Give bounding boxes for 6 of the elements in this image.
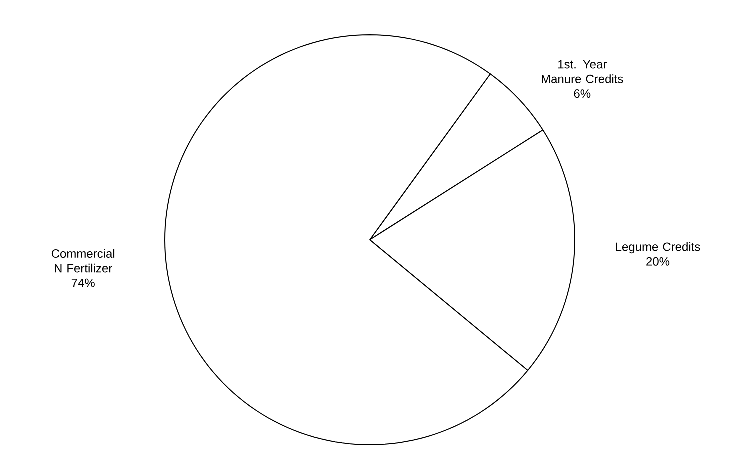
slice-label: Commercial N Fertilizer [52, 249, 115, 273]
data-label: 20% [646, 257, 670, 266]
slice-label: 1st. Year Manure Credits [542, 60, 624, 84]
data-label: 6% [574, 90, 591, 98]
slice-label: Legume Credits [616, 242, 700, 254]
data-label: 74% [72, 278, 95, 288]
